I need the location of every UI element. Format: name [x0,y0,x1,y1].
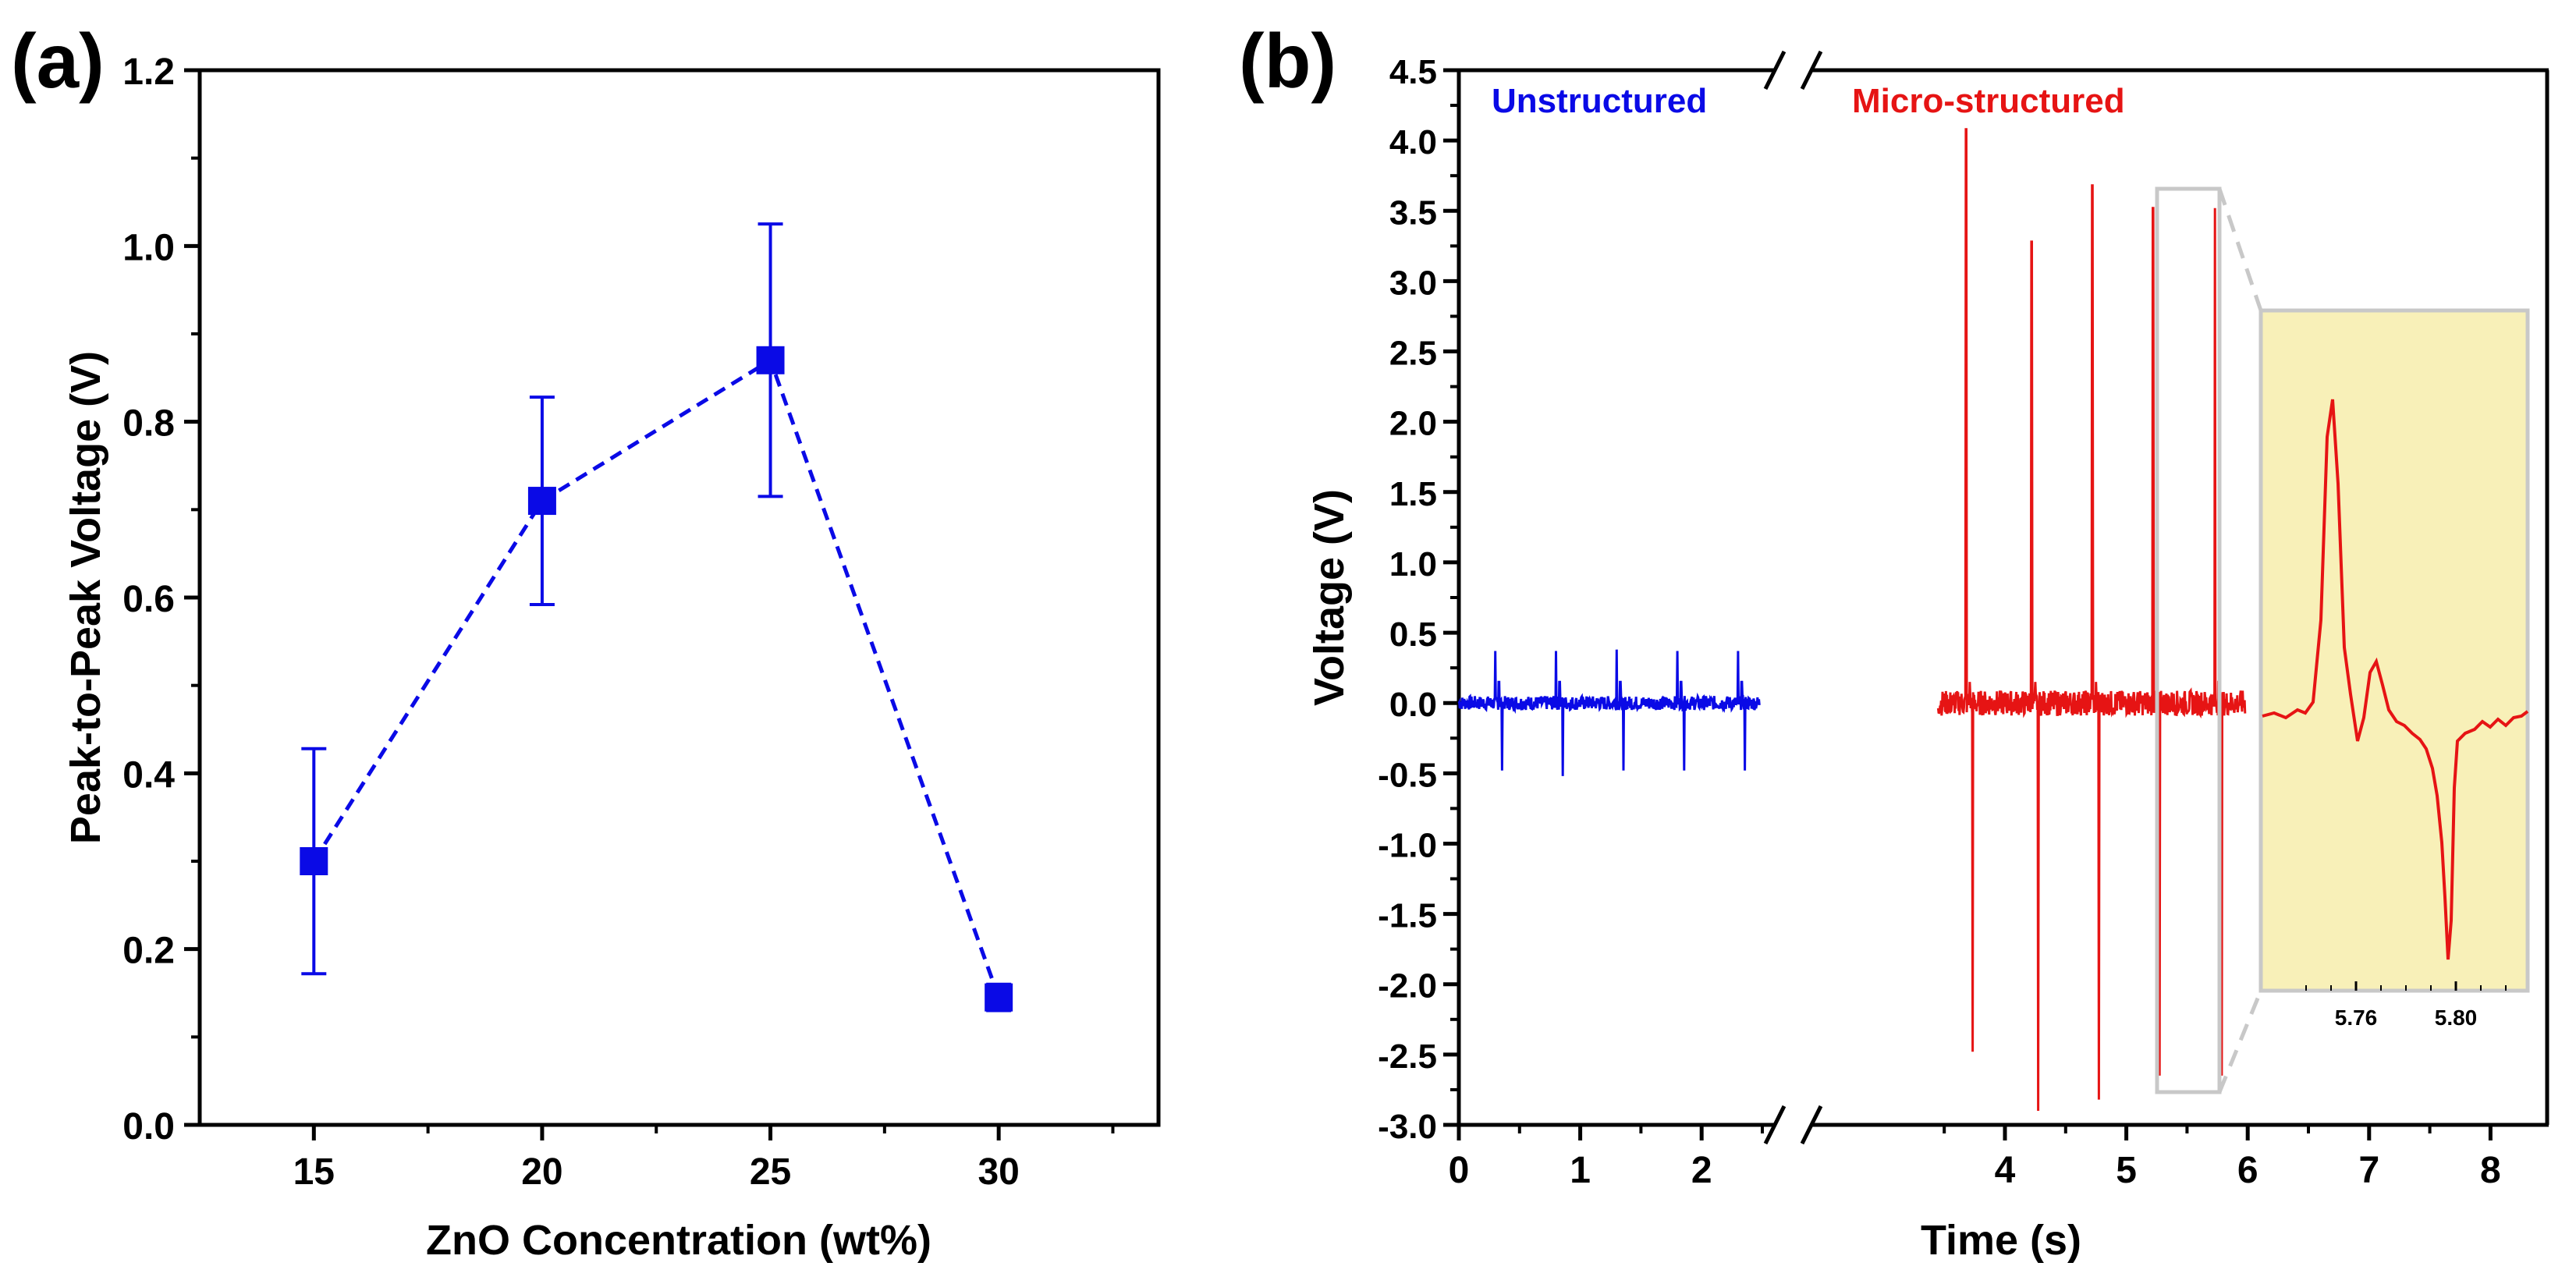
x-tick-label: 8 [2480,1150,2501,1191]
x-tick-label: 7 [2358,1150,2379,1191]
y-tick-label: 2.5 [1389,335,1437,373]
panel-a-ticks: 0.0 0.2 0.4 0.6 0.8 1.0 1.2 15 20 25 30 [122,51,1115,1193]
y-tick-label: -1.5 [1378,897,1437,935]
y-tick-label: -0.5 [1378,756,1437,794]
axis-break-mark [1800,50,1823,90]
panel-b-xlabel: Time (s) [1921,1217,2081,1264]
y-tick-label: 1.2 [122,51,175,93]
y-tick-label: 0.0 [122,1106,175,1147]
y-tick-label: 0.8 [122,403,175,445]
x-tick-label: 6 [2237,1150,2258,1191]
y-tick-label: -2.5 [1378,1037,1437,1076]
x-tick-label: 4 [1995,1150,2016,1191]
x-tick-label: 20 [521,1151,562,1193]
x-tick-label: 15 [293,1151,335,1193]
panel-a-plot-frame [197,68,1161,1127]
y-tick-label: 1.0 [122,227,175,268]
inset-series [2262,399,2529,960]
y-tick-label: 0.6 [122,579,175,620]
data-point [300,847,328,875]
series-unstructured [1457,649,1761,776]
panel-a-xlabel: ZnO Concentration (wt%) [426,1217,931,1264]
y-tick-label: 1.0 [1389,545,1437,583]
connector-bottom [2217,990,2263,1093]
y-tick-label: 0.5 [1389,615,1437,654]
panel-b-ticks: -3.0 -2.5 -2.0 -1.5 -1.0 -0.5 0.0 0.5 1.0 1.5 2.0 2… [1378,53,2501,1191]
inset-frame [2258,308,2530,993]
y-tick-label: 0.4 [122,754,175,796]
panel-a-plot-area [300,222,1013,1013]
series-micro-structured [1936,128,2247,1112]
panel-a: (a) 0.0 0.2 0.4 0.6 0.8 1.0 1.2 15 20 25 30 ZnO Co… [11,18,1161,1264]
panel-b: (b) -3.0 -2.5 -2.0 -1.5 -1.0 -0.5 0.0 0.5 1.0 1.5… [1239,18,2549,1264]
inset-x-tick-label: 5.80 [2435,1006,2478,1030]
y-tick-label: 1.5 [1389,475,1437,513]
data-point [756,346,785,374]
y-tick-label: 4.5 [1389,53,1437,91]
inset-x-tick-label: 5.76 [2335,1006,2378,1030]
x-tick-label: 0 [1449,1150,1470,1191]
panel-a-label: (a) [11,18,105,104]
y-tick-label: 2.0 [1389,405,1437,443]
y-tick-label: 3.0 [1389,264,1437,302]
x-tick-label: 25 [750,1151,791,1193]
panel-b-inset: 5.76 5.80 [2155,186,2530,1094]
panel-b-label: (b) [1239,18,1336,104]
y-tick-label: 0.2 [122,931,175,972]
connector-top [2217,188,2263,311]
axis-break-mark [1800,1105,1823,1145]
y-tick-label: -3.0 [1378,1108,1437,1146]
y-tick-label: 3.5 [1389,193,1437,232]
highlight-box [2155,186,2222,1094]
panel-a-ylabel: Peak-to-Peak Voltage (V) [62,351,109,844]
data-point [985,983,1013,1012]
legend-micro-structured: Micro-structured [1852,82,2125,120]
axis-break-mark [1763,50,1787,90]
y-tick-label: -1.0 [1378,826,1437,864]
panel-b-ylabel: Voltage (V) [1306,489,1353,706]
y-tick-label: -2.0 [1378,967,1437,1006]
x-tick-label: 5 [2116,1150,2137,1191]
x-tick-label: 2 [1691,1150,1712,1191]
x-tick-label: 1 [1570,1150,1591,1191]
panel-b-plot-area [1457,128,2247,1112]
y-tick-label: 0.0 [1389,686,1437,724]
axis-break-mark [1763,1105,1787,1145]
data-line [312,357,1001,998]
legend-unstructured: Unstructured [1492,82,1707,120]
data-point [527,487,556,516]
y-tick-label: 4.0 [1389,123,1437,161]
x-tick-label: 30 [978,1151,1019,1193]
